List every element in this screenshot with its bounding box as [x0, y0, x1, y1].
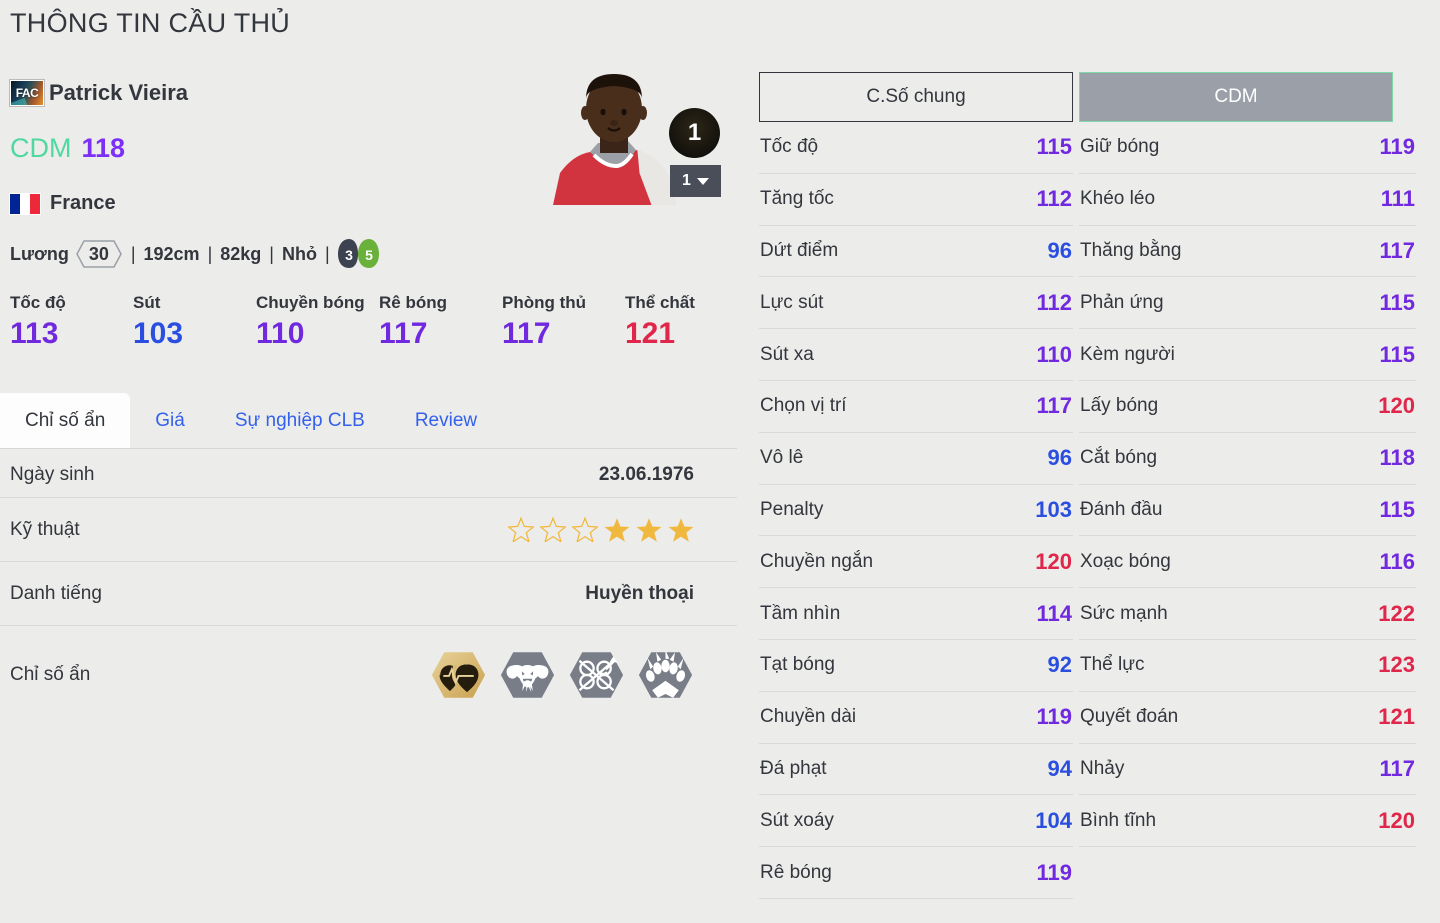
svg-text:3: 3	[345, 247, 353, 263]
svg-text:5: 5	[365, 247, 373, 263]
